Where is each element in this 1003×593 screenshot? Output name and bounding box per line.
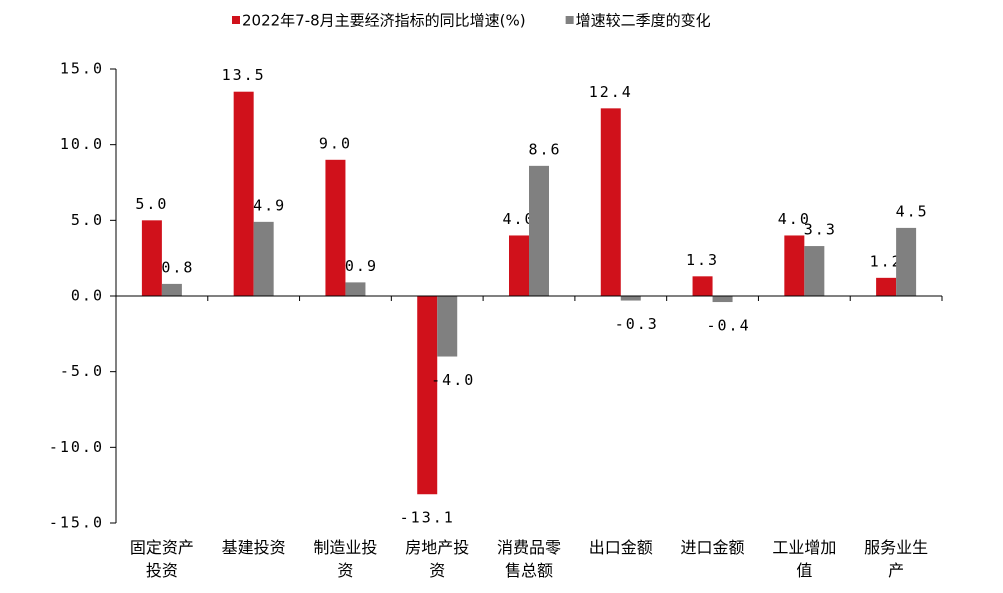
bar [437,296,458,357]
x-tick-label: 基建投资 [222,538,286,557]
x-tick-label-line: 房地产投 [405,538,469,557]
value-label: 12.4 [589,83,633,101]
x-tick-label-line: 售总额 [505,561,553,580]
value-label: -0.3 [615,315,659,333]
bar [325,159,346,296]
x-tick-label-line: 投资 [146,561,178,580]
x-tick-label-line: 进口金额 [681,538,745,557]
x-tick-label: 制造业投资 [313,538,377,580]
bar [876,277,897,296]
x-tick-label-line: 固定资产 [130,538,194,557]
x-tick-label: 固定资产投资 [130,538,194,580]
x-tick-label-line: 工业增加 [772,538,836,557]
legend-swatch [565,16,574,24]
y-tick-label: -10.0 [49,438,104,456]
bar [509,235,529,296]
legend-swatch [232,16,240,24]
bar [161,283,182,296]
value-label: -13.1 [400,509,455,527]
x-tick-label-line: 消费品零 [497,538,561,557]
x-tick-label: 房地产投资 [405,538,469,580]
x-tick-label: 服务业生产 [864,538,928,580]
value-label: 4.5 [896,202,929,220]
value-label: -4.0 [431,371,475,389]
bar [233,91,254,296]
y-tick-label: 0.0 [71,287,104,305]
bar [141,220,162,296]
bar [784,235,805,296]
legend-label: 2022年7-8月主要经济指标的同比增速(%) [242,12,526,30]
value-label: 0.8 [161,258,194,276]
x-tick-label-line: 制造业投 [313,538,377,557]
x-tick-label-line: 资 [429,561,445,580]
x-tick-label: 工业增加值 [772,538,836,580]
y-tick-label: -5.0 [60,362,104,380]
x-tick-label-line: 基建投资 [222,538,286,557]
value-label: 1.3 [686,251,719,269]
y-tick-label: 10.0 [60,135,104,153]
x-tick-label-line: 服务业生 [864,538,928,557]
y-tick-label: -15.0 [49,514,104,532]
bar [417,296,438,495]
value-label: -0.4 [706,317,750,335]
value-label: 5.0 [135,195,168,213]
bar [345,282,366,296]
value-label: 8.6 [528,140,561,158]
value-label: 4.0 [502,210,535,228]
bar [529,165,549,296]
value-label: 3.3 [804,221,837,239]
x-tick-label-line: 值 [796,561,812,580]
value-label: 13.5 [222,66,266,84]
y-tick-label: 15.0 [60,60,104,78]
x-tick-label-line: 出口金额 [589,538,653,557]
bar [712,296,733,303]
bar [804,246,825,296]
x-tick-label-line: 资 [337,561,353,580]
bar [620,296,641,301]
value-label: 9.0 [319,134,352,152]
bar [692,276,713,296]
value-label: 4.9 [253,196,286,214]
value-label: 0.9 [345,257,378,275]
bar [896,227,917,296]
bar [600,108,621,296]
bar [253,221,274,296]
value-label: 1.2 [870,252,903,270]
x-tick-label: 进口金额 [681,538,745,557]
x-tick-label: 消费品零售总额 [497,538,561,580]
legend-label: 增速较二季度的变化 [576,12,711,30]
value-label: 4.0 [778,210,811,228]
x-tick-label: 出口金额 [589,538,653,557]
x-tick-label-line: 产 [888,561,904,580]
y-tick-label: 5.0 [71,211,104,229]
